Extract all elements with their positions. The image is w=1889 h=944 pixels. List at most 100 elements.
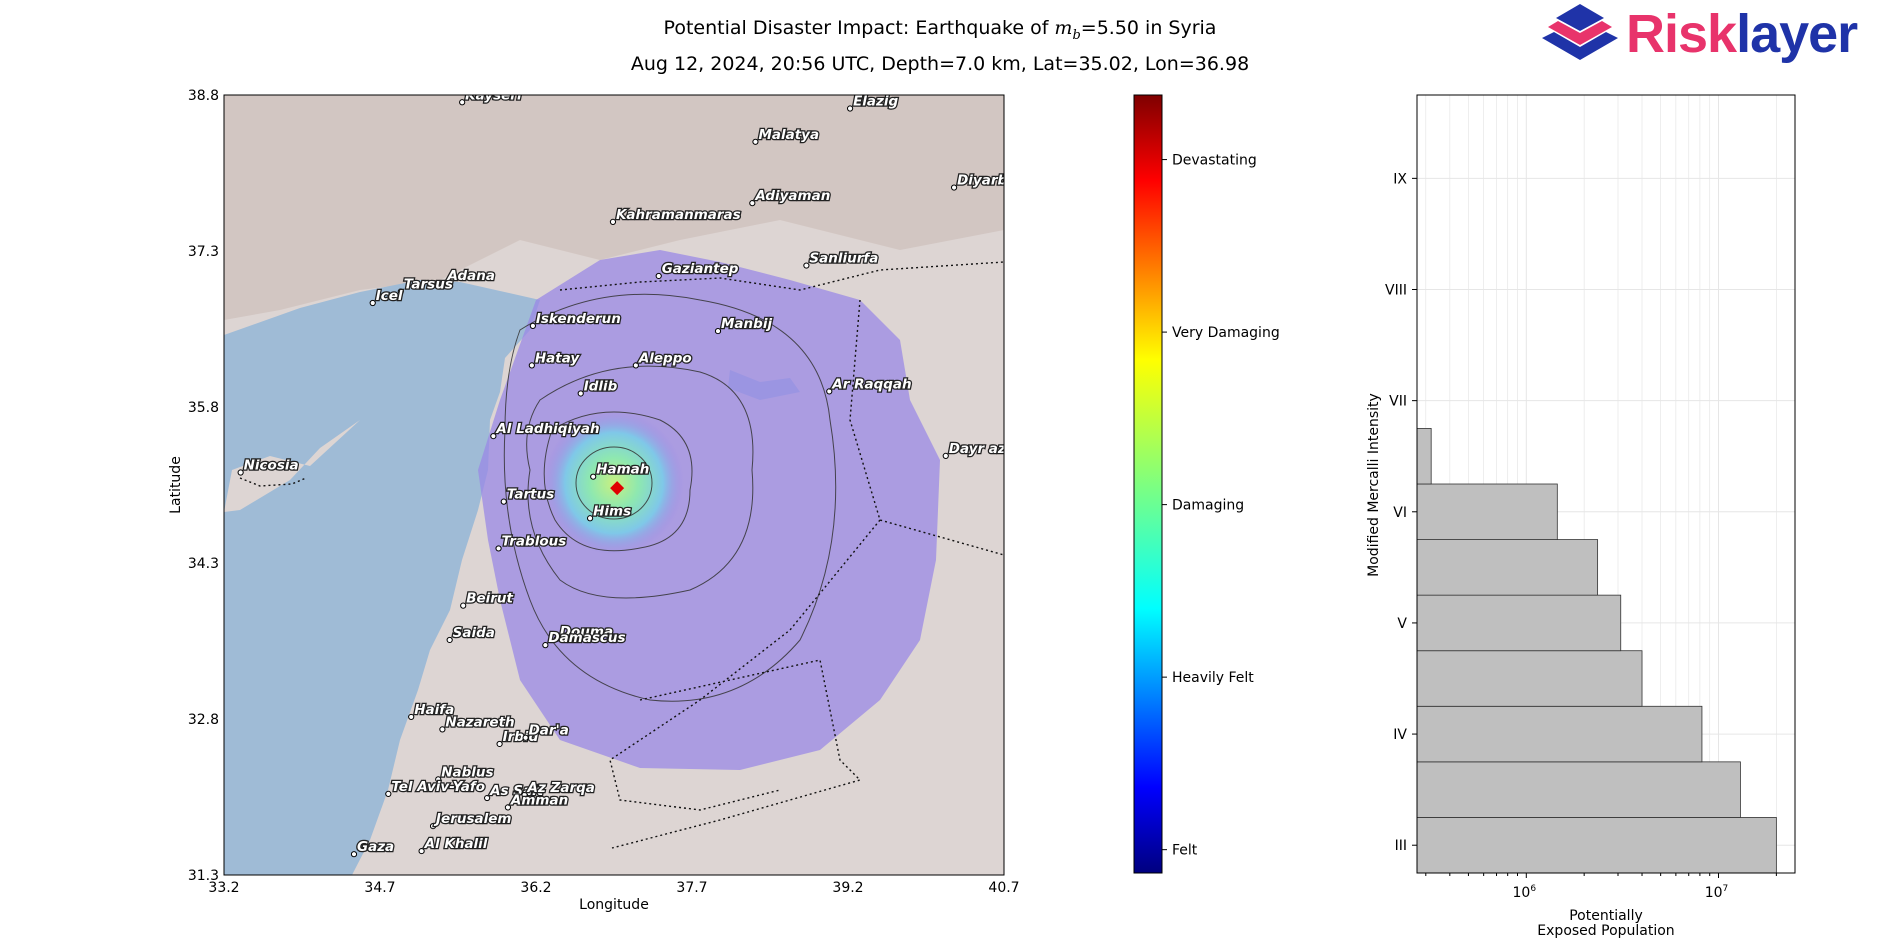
- exposure-bar: [1416, 817, 1777, 874]
- bar-y-tick-label: VI: [1393, 505, 1407, 521]
- colorbar: Felt Heavily Felt Damaging Very Damaging Dev…: [1133, 94, 1280, 874]
- city-label: Elazig: [853, 94, 898, 110]
- exposure-bar: [1416, 428, 1432, 485]
- bar-y-tick-label: VII: [1389, 394, 1407, 410]
- city-marker: [632, 362, 639, 369]
- exposure-bar: [1416, 761, 1741, 818]
- city-marker: [408, 713, 415, 721]
- city-marker: [490, 433, 497, 440]
- city-marker: [484, 794, 491, 802]
- city-marker: [950, 184, 958, 191]
- city-label: As Salt: [489, 783, 544, 799]
- exposure-bar: [1416, 705, 1703, 763]
- city-marker: [609, 218, 617, 225]
- logo-mark-icon: [1542, 4, 1618, 60]
- map-panel: Kayseri Elazig Malatya Diyarbakir Adiyaman Ka…: [168, 88, 1050, 913]
- intensity-core: [544, 411, 684, 555]
- city-marker: [942, 452, 949, 459]
- colorbar-ticks: Felt Heavily Felt Damaging Very Damaging Dev…: [1162, 153, 1280, 859]
- city-label: Nazareth: [445, 714, 514, 730]
- exposure-bar: [1416, 539, 1599, 596]
- cyprus-border: [239, 477, 307, 487]
- colorbar-label: Very Damaging: [1172, 325, 1280, 341]
- map-x-ticks: 33.2 34.7 36.2 37.7 39.2 40.7: [208, 880, 1019, 896]
- city-label: Hims: [593, 503, 631, 519]
- logo-text-risk: Risk: [1626, 4, 1738, 64]
- exposure-bar-chart: III IV V VI VII VIII IX 106 107 Potentially Exp…: [1366, 94, 1796, 939]
- exposure-bar: [1416, 650, 1643, 707]
- map-frame: [223, 94, 1005, 876]
- city-label: Irbid: [503, 729, 539, 745]
- risklayer-logo: Risklayer: [1542, 4, 1859, 64]
- map-x-tick-label: 36.2: [520, 880, 551, 896]
- bar-y-tick-label: III: [1395, 838, 1407, 854]
- city-label: Tel Aviv-Yafo: [391, 779, 485, 795]
- city-label: Sanliurfa: [809, 251, 878, 267]
- bar-frame: [1416, 94, 1796, 874]
- city-label: Adana: [446, 268, 495, 284]
- city-label: Hatay: [535, 350, 581, 366]
- city-label: Al Khalil: [424, 836, 488, 852]
- bar-y-tick-label: IV: [1393, 727, 1407, 743]
- city-marker: [553, 635, 560, 643]
- colorbar-label: Felt: [1172, 843, 1198, 859]
- city-label: Damascus: [548, 630, 625, 646]
- cyprus: [224, 420, 360, 512]
- city-label: Iskenderun: [536, 311, 621, 327]
- city-marker: [429, 823, 437, 830]
- city-label: Ar Raqqah: [831, 376, 911, 392]
- bar-xlabel-line2: Exposed Population: [1537, 923, 1674, 939]
- colorbar-gradient: [1133, 94, 1163, 874]
- bar-y-tick-label: IX: [1393, 171, 1407, 187]
- city-label: Nablus: [441, 764, 493, 780]
- city-label: Tarsus: [404, 277, 453, 293]
- city-marker: [803, 262, 810, 269]
- map-y-tick-label: 32.8: [188, 712, 219, 728]
- colorbar-label: Damaging: [1172, 498, 1244, 514]
- map-x-tick-label: 34.7: [364, 880, 395, 896]
- map-ylabel: Latitude: [168, 456, 184, 514]
- city-marker: [826, 388, 833, 395]
- city-label: Al Ladhiqiyah: [495, 421, 599, 437]
- city-label: Trablous: [502, 533, 567, 549]
- map-x-tick-label: 37.7: [676, 880, 707, 896]
- logo-text-layer: layer: [1736, 4, 1858, 64]
- city-label: Az Zarqa: [527, 780, 595, 796]
- colorbar-label: Heavily Felt: [1172, 670, 1254, 686]
- city-marker: [495, 545, 502, 552]
- city-marker: [846, 105, 854, 112]
- border-lines: [559, 261, 1004, 849]
- map-x-tick-label: 40.7: [988, 880, 1019, 896]
- city-marker: [655, 272, 662, 280]
- city-label: Jerusalem: [433, 811, 511, 827]
- bar-x-tick-label: 106: [1513, 884, 1537, 901]
- city-label: Amman: [510, 792, 568, 808]
- city-marker: [459, 99, 466, 106]
- city-label: Saida: [453, 625, 495, 641]
- city-label: Kahramanmaras: [616, 207, 741, 223]
- city-label: Icel: [376, 288, 403, 304]
- exposure-bar: [1416, 483, 1558, 540]
- city-marker: [577, 390, 584, 397]
- city-label: Gaza: [357, 839, 394, 855]
- map-y-tick-label: 37.3: [188, 244, 219, 260]
- city-marker: [439, 726, 446, 733]
- city-marker: [528, 362, 535, 369]
- city-label: Beirut: [466, 591, 513, 607]
- city-labels: Kayseri Elazig Malatya Diyarbakir Adiyaman Ka…: [237, 94, 1050, 858]
- bar-y-tick-label: V: [1397, 616, 1407, 632]
- city-marker: [496, 740, 503, 748]
- city-marker: [542, 642, 549, 649]
- city-marker: [522, 734, 529, 741]
- figure-title: Potential Disaster Impact: Earthquake of…: [630, 17, 1250, 75]
- city-label: Nicosia: [244, 458, 299, 474]
- city-marker: [435, 776, 442, 783]
- city-marker: [397, 288, 404, 295]
- turkey-mountains: [224, 95, 1004, 320]
- city-label: Dayr az Zawr: [949, 441, 1050, 457]
- city-label: Diyarbakir: [957, 173, 1038, 189]
- city-marker: [369, 299, 376, 307]
- mediterranean-sea: [224, 280, 540, 875]
- city-label: Gaziantep: [662, 261, 739, 277]
- city-marker: [521, 791, 528, 799]
